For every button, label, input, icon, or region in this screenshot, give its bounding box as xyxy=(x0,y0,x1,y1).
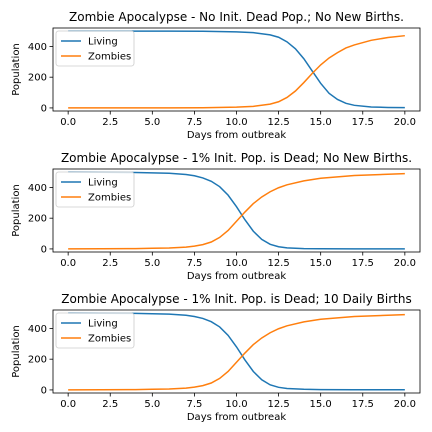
x-tick-label: 2.5 xyxy=(102,399,118,410)
x-tick-label: 15.0 xyxy=(310,117,332,128)
x-tick-label: 20.0 xyxy=(394,117,416,128)
y-axis-label: Population xyxy=(11,325,22,378)
x-tick-label: 15.0 xyxy=(310,399,332,410)
x-axis-label: Days from outbreak xyxy=(187,271,286,282)
y-tick-label: 0 xyxy=(41,103,47,114)
x-tick-label: 2.5 xyxy=(102,117,118,128)
chart-panel-1: Zombie Apocalypse - No Init. Dead Pop.; … xyxy=(11,10,420,141)
x-tick-label: 5.0 xyxy=(144,258,160,269)
legend-label-zombies: Zombies xyxy=(88,52,131,63)
x-tick-label: 5.0 xyxy=(144,399,160,410)
y-tick-label: 400 xyxy=(28,324,47,335)
x-tick-label: 5.0 xyxy=(144,117,160,128)
y-tick-label: 200 xyxy=(28,214,47,225)
y-tick-label: 0 xyxy=(41,385,47,396)
x-tick-label: 0.0 xyxy=(60,117,76,128)
chart-panel-3: Zombie Apocalypse - 1% Init. Pop. is Dea… xyxy=(11,292,420,423)
legend-label-living: Living xyxy=(88,319,118,330)
x-tick-label: 17.5 xyxy=(352,399,374,410)
x-tick-label: 12.5 xyxy=(267,117,289,128)
x-tick-label: 17.5 xyxy=(352,117,374,128)
y-tick-label: 200 xyxy=(28,355,47,366)
chart-title: Zombie Apocalypse - 1% Init. Pop. is Dea… xyxy=(61,151,412,165)
x-tick-label: 0.0 xyxy=(60,258,76,269)
x-tick-label: 10.0 xyxy=(225,117,247,128)
y-tick-label: 400 xyxy=(28,183,47,194)
x-tick-label: 12.5 xyxy=(267,258,289,269)
x-axis-label: Days from outbreak xyxy=(187,412,286,423)
y-tick-label: 200 xyxy=(28,73,47,84)
x-tick-label: 10.0 xyxy=(225,399,247,410)
y-tick-label: 0 xyxy=(41,244,47,255)
x-tick-label: 7.5 xyxy=(186,258,202,269)
chart-panel-2: Zombie Apocalypse - 1% Init. Pop. is Dea… xyxy=(11,151,420,282)
x-tick-label: 0.0 xyxy=(60,399,76,410)
y-axis-label: Population xyxy=(11,184,22,237)
y-tick-label: 400 xyxy=(28,42,47,53)
x-tick-label: 17.5 xyxy=(352,258,374,269)
legend-label-zombies: Zombies xyxy=(88,334,131,345)
x-tick-label: 20.0 xyxy=(394,399,416,410)
x-tick-label: 2.5 xyxy=(102,258,118,269)
legend-label-living: Living xyxy=(88,37,118,48)
x-tick-label: 10.0 xyxy=(225,258,247,269)
x-tick-label: 20.0 xyxy=(394,258,416,269)
chart-title: Zombie Apocalypse - No Init. Dead Pop.; … xyxy=(69,10,404,24)
x-tick-label: 12.5 xyxy=(267,399,289,410)
legend-label-zombies: Zombies xyxy=(88,193,131,204)
x-tick-label: 15.0 xyxy=(310,258,332,269)
y-axis-label: Population xyxy=(11,43,22,96)
x-tick-label: 7.5 xyxy=(186,399,202,410)
legend-label-living: Living xyxy=(88,178,118,189)
chart-title: Zombie Apocalypse - 1% Init. Pop. is Dea… xyxy=(61,292,411,306)
x-axis-label: Days from outbreak xyxy=(187,130,286,141)
x-tick-label: 7.5 xyxy=(186,117,202,128)
